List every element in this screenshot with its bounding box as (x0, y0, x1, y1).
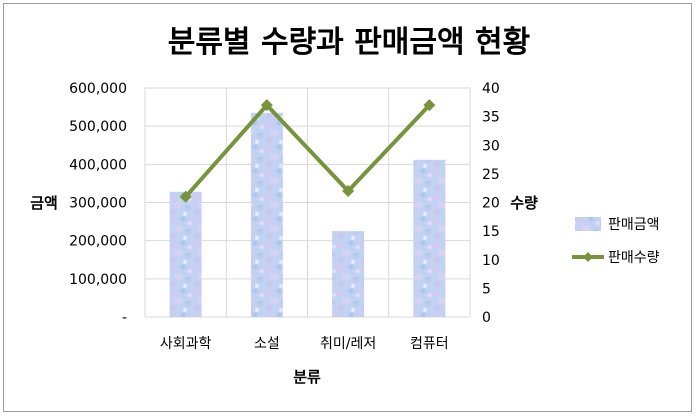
bar-컴퓨터 (413, 159, 446, 317)
y2-tick-label: 20 (482, 196, 500, 212)
y-tick-label: - (122, 310, 127, 326)
y2-tick-label: 25 (482, 167, 500, 183)
y2-tick-label: 30 (482, 138, 500, 154)
bar-소설 (250, 112, 283, 317)
x-tick-label: 컴퓨터 (410, 336, 449, 352)
quantity-marker-취미/레저 (342, 185, 355, 198)
quantity-marker-사회과학 (179, 190, 192, 203)
legend-swatch-quantity-marker (583, 252, 593, 262)
y2-tick-label: 5 (482, 281, 491, 297)
y2-tick-label: 15 (482, 224, 500, 240)
legend-label-quantity: 판매수량 (608, 250, 660, 266)
bar-취미/레저 (332, 231, 365, 317)
y-tick-label: 600,000 (69, 81, 127, 97)
y-axis-title: 금액 (30, 194, 58, 212)
bar-사회과학 (169, 191, 202, 317)
chart-frame (3, 3, 692, 412)
quantity-line (184, 103, 431, 199)
y-tick-label: 100,000 (69, 272, 127, 288)
legend-swatch-amount (575, 217, 601, 231)
y2-tick-label: 40 (482, 81, 500, 97)
y2-tick-label: 35 (482, 110, 500, 126)
y2-tick-label: 0 (482, 310, 491, 326)
x-axis-title: 분류 (293, 368, 321, 386)
y2-axis-title: 수량 (510, 194, 538, 212)
tick-labels: - 100,000 200,000 300,000 400,000 500,000 600,… (69, 81, 500, 352)
legend: 판매금액 판매수량 (572, 217, 660, 266)
quantity-line-series (179, 99, 436, 203)
y-tick-label: 400,000 (69, 157, 127, 173)
y2-tick-label: 10 (482, 253, 500, 269)
bars (169, 112, 446, 317)
chart-title: 분류별 수량과 판매금액 현황 (168, 25, 531, 60)
y-tick-label: 300,000 (69, 196, 127, 212)
x-tick-label: 사회과학 (160, 336, 212, 352)
quantity-marker-소설 (260, 99, 273, 112)
legend-label-amount: 판매금액 (608, 217, 660, 233)
y-tick-label: 500,000 (69, 119, 127, 135)
y-tick-label: 200,000 (69, 234, 127, 250)
x-tick-label: 소설 (254, 336, 280, 352)
x-tick-label: 취미/레저 (320, 336, 376, 352)
quantity-marker-컴퓨터 (423, 99, 436, 112)
